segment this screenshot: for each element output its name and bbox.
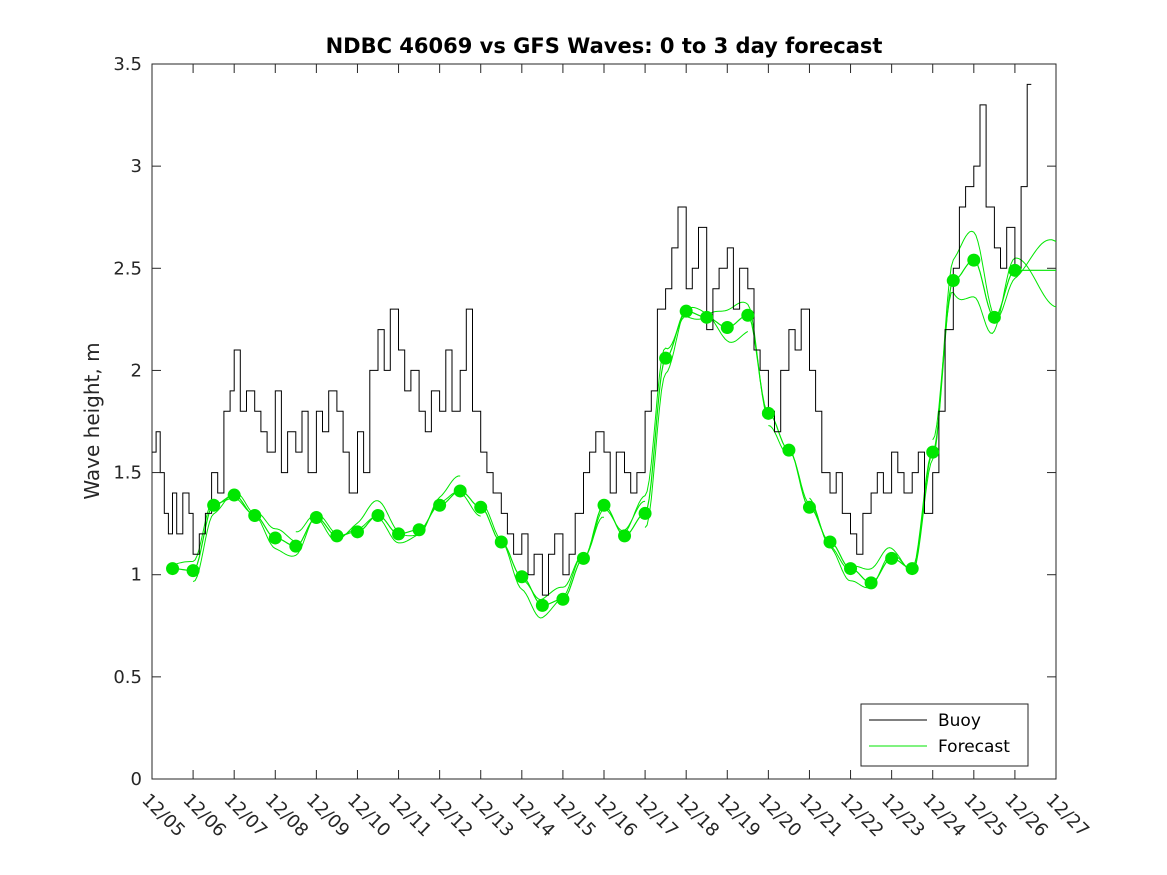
forecast-run-line xyxy=(912,230,1057,570)
forecast-point xyxy=(474,500,488,514)
forecast-point xyxy=(885,551,899,565)
forecast-run-line xyxy=(295,475,461,541)
y-tick-label: 3.5 xyxy=(113,54,142,75)
y-tick-label: 3 xyxy=(131,156,142,177)
plot-area xyxy=(151,63,1057,780)
forecast-point xyxy=(700,310,714,324)
forecast-point xyxy=(207,498,221,512)
forecast-points xyxy=(166,253,1022,612)
forecast-point xyxy=(330,529,344,543)
forecast-point xyxy=(987,310,1001,324)
forecast-point xyxy=(515,570,529,584)
forecast-point xyxy=(659,351,673,365)
forecast-point xyxy=(309,511,323,525)
forecast-point xyxy=(844,562,858,576)
forecast-point xyxy=(227,488,241,502)
legend: Buoy Forecast xyxy=(860,703,1029,767)
forecast-point xyxy=(392,527,406,541)
forecast-point xyxy=(720,321,734,335)
forecast-point xyxy=(453,484,467,498)
forecast-point xyxy=(761,406,775,420)
legend-buoy-label: Buoy xyxy=(938,711,981,731)
y-tick-label: 1.5 xyxy=(113,463,142,484)
forecast-point xyxy=(905,562,919,576)
y-tick-label: 1 xyxy=(131,565,142,586)
forecast-point xyxy=(946,274,960,288)
forecast-point xyxy=(535,598,549,612)
y-tick-label: 0.5 xyxy=(113,667,142,688)
forecast-run-line xyxy=(624,301,769,534)
axes-box xyxy=(151,63,1057,780)
forecast-point xyxy=(597,498,611,512)
forecast-point xyxy=(433,498,447,512)
y-axis-ticks: 0 0.5 1 1.5 2 2.5 3 3.5 xyxy=(113,54,1056,790)
forecast-point xyxy=(679,304,693,318)
y-tick-label: 2 xyxy=(131,360,142,381)
forecast-point xyxy=(967,253,981,267)
y-axis-label: Wave height, m xyxy=(80,342,104,499)
y-tick-label: 0 xyxy=(131,769,142,790)
forecast-point xyxy=(638,506,652,520)
forecast-point xyxy=(802,500,816,514)
forecast-point xyxy=(186,564,200,578)
forecast-point xyxy=(618,529,632,543)
forecast-point xyxy=(166,562,180,576)
forecast-point xyxy=(782,443,796,457)
forecast-point xyxy=(1008,263,1022,277)
forecast-point xyxy=(268,531,282,545)
forecast-point xyxy=(556,592,570,606)
forecast-point xyxy=(741,308,755,322)
forecast-point xyxy=(412,523,426,537)
forecast-point xyxy=(371,508,385,522)
forecast-point xyxy=(289,539,303,553)
legend-forecast-label: Forecast xyxy=(938,737,1010,757)
chart-title: NDBC 46069 vs GFS Waves: 0 to 3 day fore… xyxy=(326,34,883,58)
buoy-line xyxy=(152,83,1032,596)
forecast-point xyxy=(248,508,262,522)
forecast-point xyxy=(864,576,878,590)
forecast-run-line xyxy=(644,306,749,528)
forecast-point xyxy=(576,551,590,565)
forecast-point xyxy=(926,445,940,459)
y-tick-label: 2.5 xyxy=(113,258,142,279)
buoy-series xyxy=(152,83,1032,596)
forecast-point xyxy=(823,535,837,549)
legend-box xyxy=(860,703,1029,767)
forecast-point xyxy=(494,535,508,549)
forecast-point xyxy=(350,525,364,539)
